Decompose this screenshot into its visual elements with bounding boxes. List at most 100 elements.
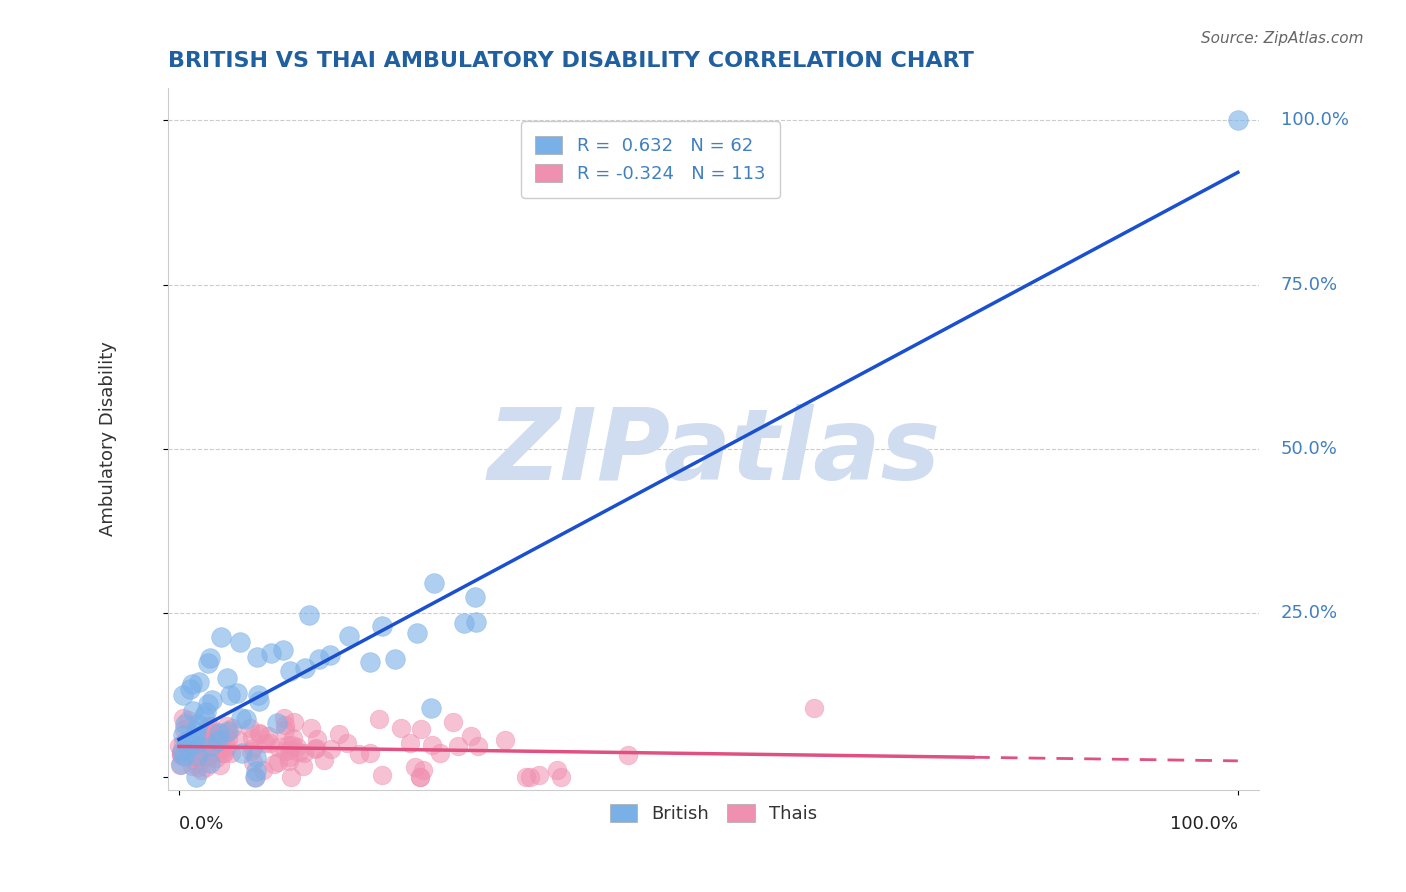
Point [266,716,288,731]
Point [176,741,198,756]
Text: 100.0%: 100.0% [1281,112,1348,129]
Point [197,749,219,764]
Point [389,721,412,735]
Point [247,688,270,702]
Point [277,750,299,764]
Point [195,734,218,748]
Point [464,615,486,629]
Point [259,736,281,750]
Point [280,664,302,678]
Point [176,734,198,748]
Point [460,729,482,743]
Point [359,655,381,669]
Point [194,760,217,774]
Point [202,731,225,745]
Point [617,747,640,762]
Point [359,746,381,760]
Text: 25.0%: 25.0% [1281,604,1339,622]
Legend: British, Thais: British, Thais [603,797,824,830]
Point [186,770,208,784]
Point [245,749,267,764]
Point [179,746,201,760]
Point [1226,113,1249,128]
Point [170,746,193,760]
Point [184,736,207,750]
Point [187,760,209,774]
Point [267,739,290,754]
Text: 75.0%: 75.0% [1281,276,1339,293]
Point [252,763,274,777]
Point [211,746,233,760]
Point [193,709,215,723]
Point [420,738,443,752]
Point [412,763,434,777]
Point [173,717,195,731]
Point [278,743,301,757]
Text: ZIPatlas: ZIPatlas [486,404,941,501]
Point [314,753,336,767]
Point [494,732,516,747]
Point [202,739,225,754]
Point [239,721,262,735]
Point [245,764,267,778]
Point [172,688,194,702]
Point [197,657,219,671]
Point [467,739,489,753]
Point [183,737,205,751]
Point [177,735,200,749]
Point [184,723,207,738]
Point [169,747,191,761]
Point [419,701,441,715]
Point [202,726,225,740]
Point [274,723,297,738]
Point [188,738,211,752]
Point [194,706,217,720]
Point [226,732,249,747]
Point [274,744,297,758]
Point [186,748,208,763]
Point [305,740,328,755]
Point [283,715,305,730]
Point [188,745,211,759]
Point [256,729,278,743]
Point [285,739,308,754]
Point [219,688,242,702]
Point [803,701,825,715]
Point [242,741,264,756]
Point [225,686,247,700]
Point [186,754,208,768]
Point [546,764,568,778]
Point [197,697,219,711]
Point [274,718,297,732]
Point [215,671,238,685]
Point [263,756,285,771]
Point [209,742,232,756]
Point [384,652,406,666]
Point [253,736,276,750]
Text: Source: ZipAtlas.com: Source: ZipAtlas.com [1201,31,1364,46]
Point [273,711,295,725]
Point [183,729,205,743]
Point [198,747,221,762]
Point [281,738,304,752]
Point [246,649,269,664]
Point [197,723,219,738]
Point [371,619,394,633]
Point [188,675,211,690]
Point [231,747,253,761]
Point [277,754,299,768]
Point [429,746,451,760]
Text: Ambulatory Disability: Ambulatory Disability [100,342,117,536]
Point [217,731,239,746]
Point [172,728,194,742]
Point [181,704,204,718]
Point [453,615,475,630]
Point [207,734,229,748]
Point [191,747,214,761]
Point [179,742,201,756]
Point [337,629,360,643]
Point [179,742,201,756]
Point [200,730,222,744]
Point [190,763,212,777]
Point [280,770,302,784]
